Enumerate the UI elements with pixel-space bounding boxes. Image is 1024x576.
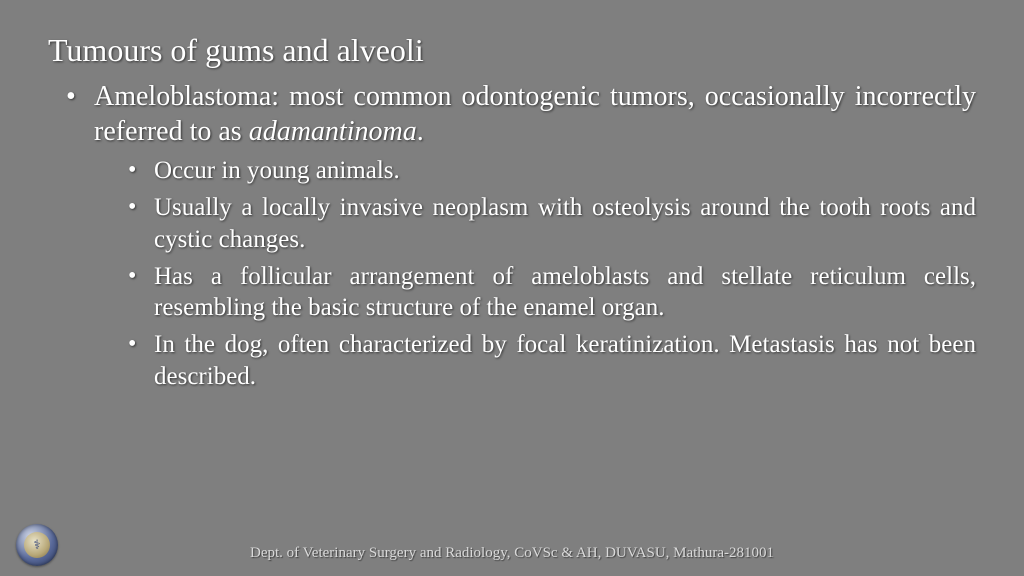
inner-bullet-1: Occur in young animals. — [128, 155, 976, 186]
outer-bullet-1-tail: . — [417, 116, 424, 147]
footer-text: Dept. of Veterinary Surgery and Radiolog… — [0, 545, 1024, 562]
outer-bullet-1-lead: Ameloblastoma: most common odontogenic t… — [94, 81, 976, 147]
bullet-list-outer: Ameloblastoma: most common odontogenic t… — [48, 79, 976, 392]
inner-bullet-3: Has a follicular arrangement of amelobla… — [128, 261, 976, 324]
caduceus-icon: ⚕ — [24, 532, 50, 558]
bullet-list-inner: Occur in young animals. Usually a locall… — [94, 155, 976, 392]
inner-bullet-4: In the dog, often characterized by focal… — [128, 329, 976, 392]
institution-logo: ⚕ — [16, 524, 58, 566]
slide-title: Tumours of gums and alveoli — [48, 32, 976, 69]
slide: Tumours of gums and alveoli Ameloblastom… — [0, 0, 1024, 576]
inner-bullet-2: Usually a locally invasive neoplasm with… — [128, 192, 976, 255]
outer-bullet-1-italic: adamantinoma — [249, 116, 417, 147]
outer-bullet-1: Ameloblastoma: most common odontogenic t… — [66, 79, 976, 392]
